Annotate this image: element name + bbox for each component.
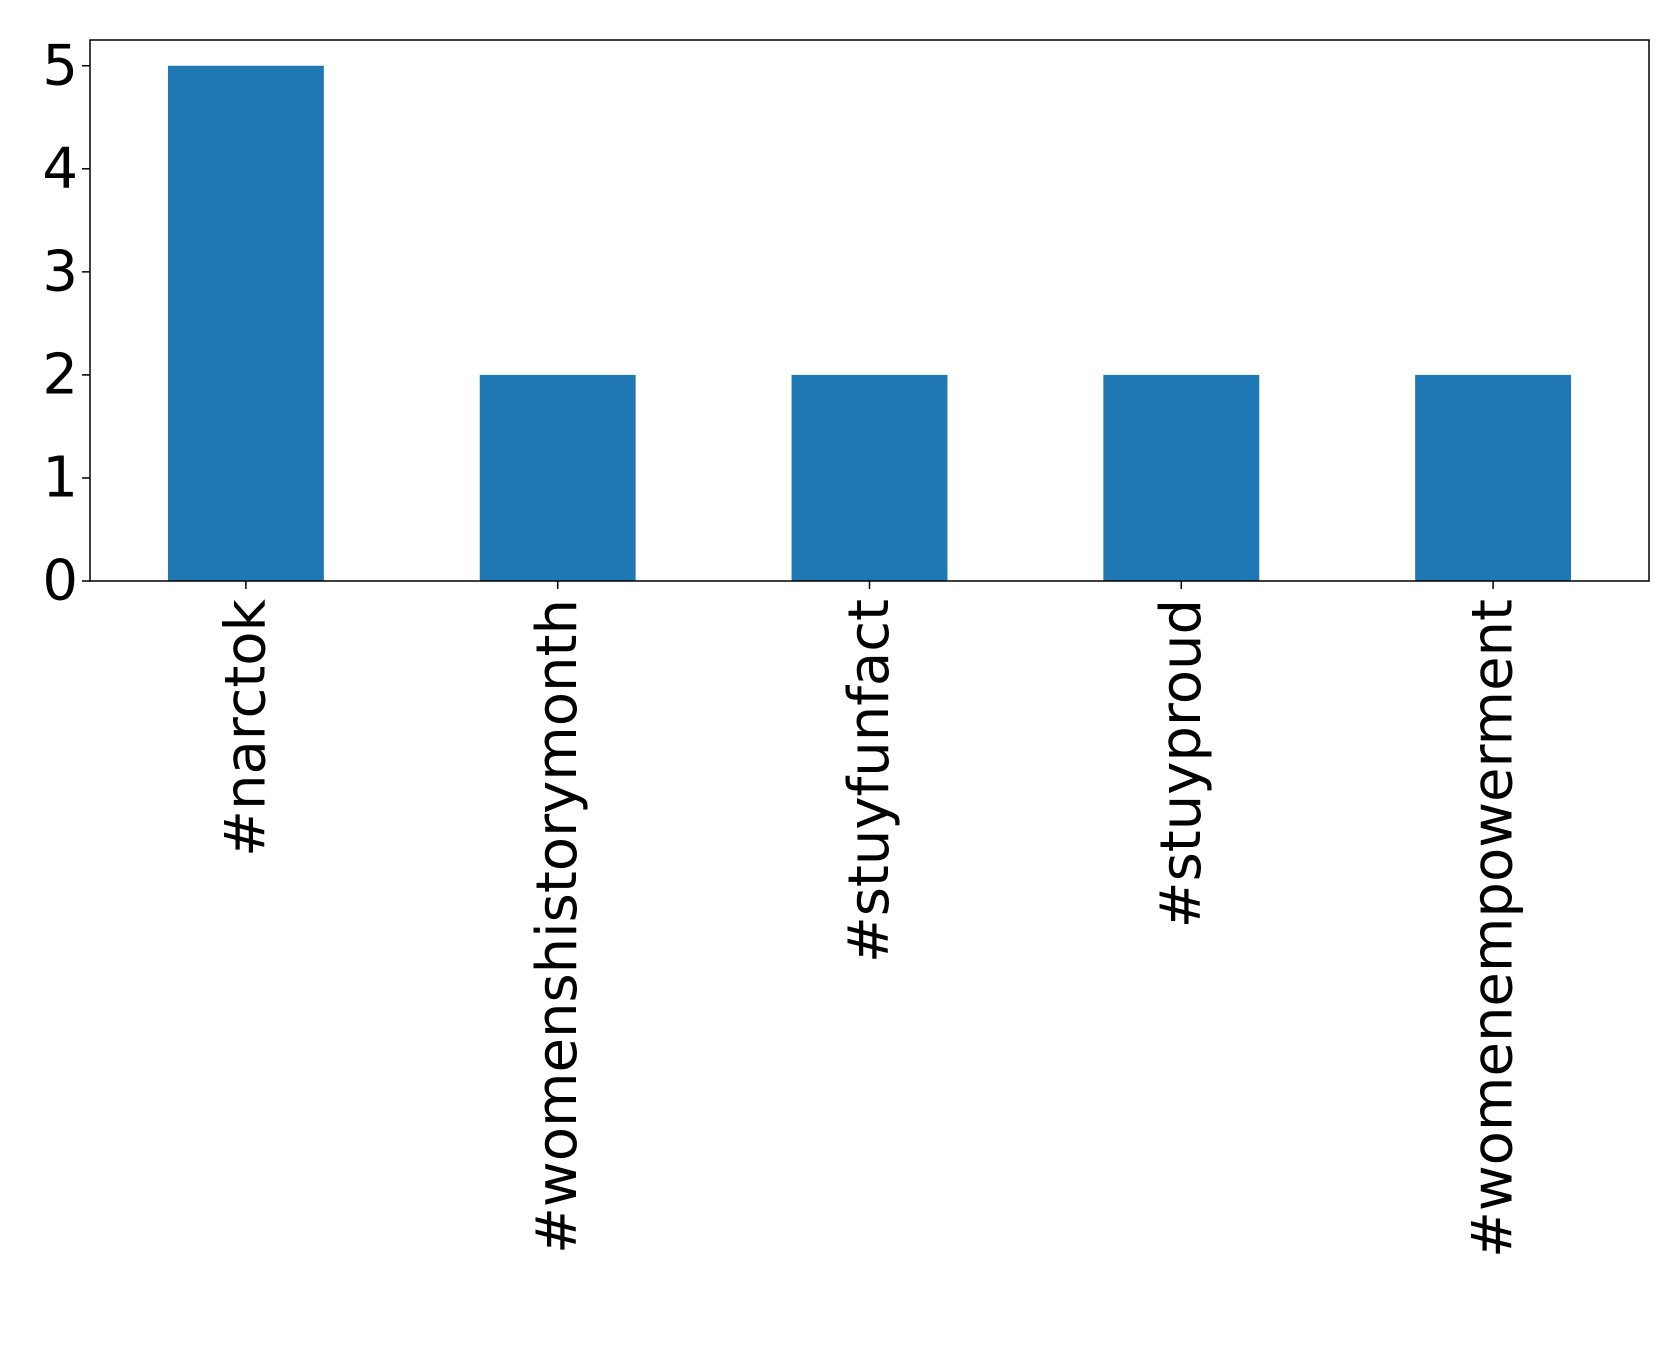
bars-group — [167, 65, 1572, 581]
bar-1 — [479, 374, 636, 581]
bar-4 — [1415, 374, 1572, 581]
bar-2 — [791, 374, 948, 581]
x-tick-label-4: #womenempowerment — [1461, 599, 1526, 1258]
x-tick-label-2: #stuyfunfact — [837, 599, 902, 963]
y-tick-label-2: 2 — [42, 342, 78, 407]
y-tick-label-5: 5 — [42, 33, 78, 98]
y-tick-label-4: 4 — [42, 136, 78, 201]
bar-0 — [167, 65, 324, 581]
x-axis: #narctok #womenshistorymonth #stuyfunfact #… — [213, 581, 1526, 1258]
x-tick-label-0: #narctok — [213, 598, 278, 857]
x-tick-label-1: #womenshistorymonth — [525, 599, 590, 1254]
x-tick-label-3: #stuyproud — [1149, 599, 1214, 928]
y-tick-label-0: 0 — [42, 549, 78, 614]
bar-3 — [1103, 374, 1260, 581]
y-tick-label-1: 1 — [42, 445, 78, 510]
y-tick-label-3: 3 — [42, 239, 78, 304]
y-axis: 0 1 2 3 4 5 — [42, 33, 90, 614]
